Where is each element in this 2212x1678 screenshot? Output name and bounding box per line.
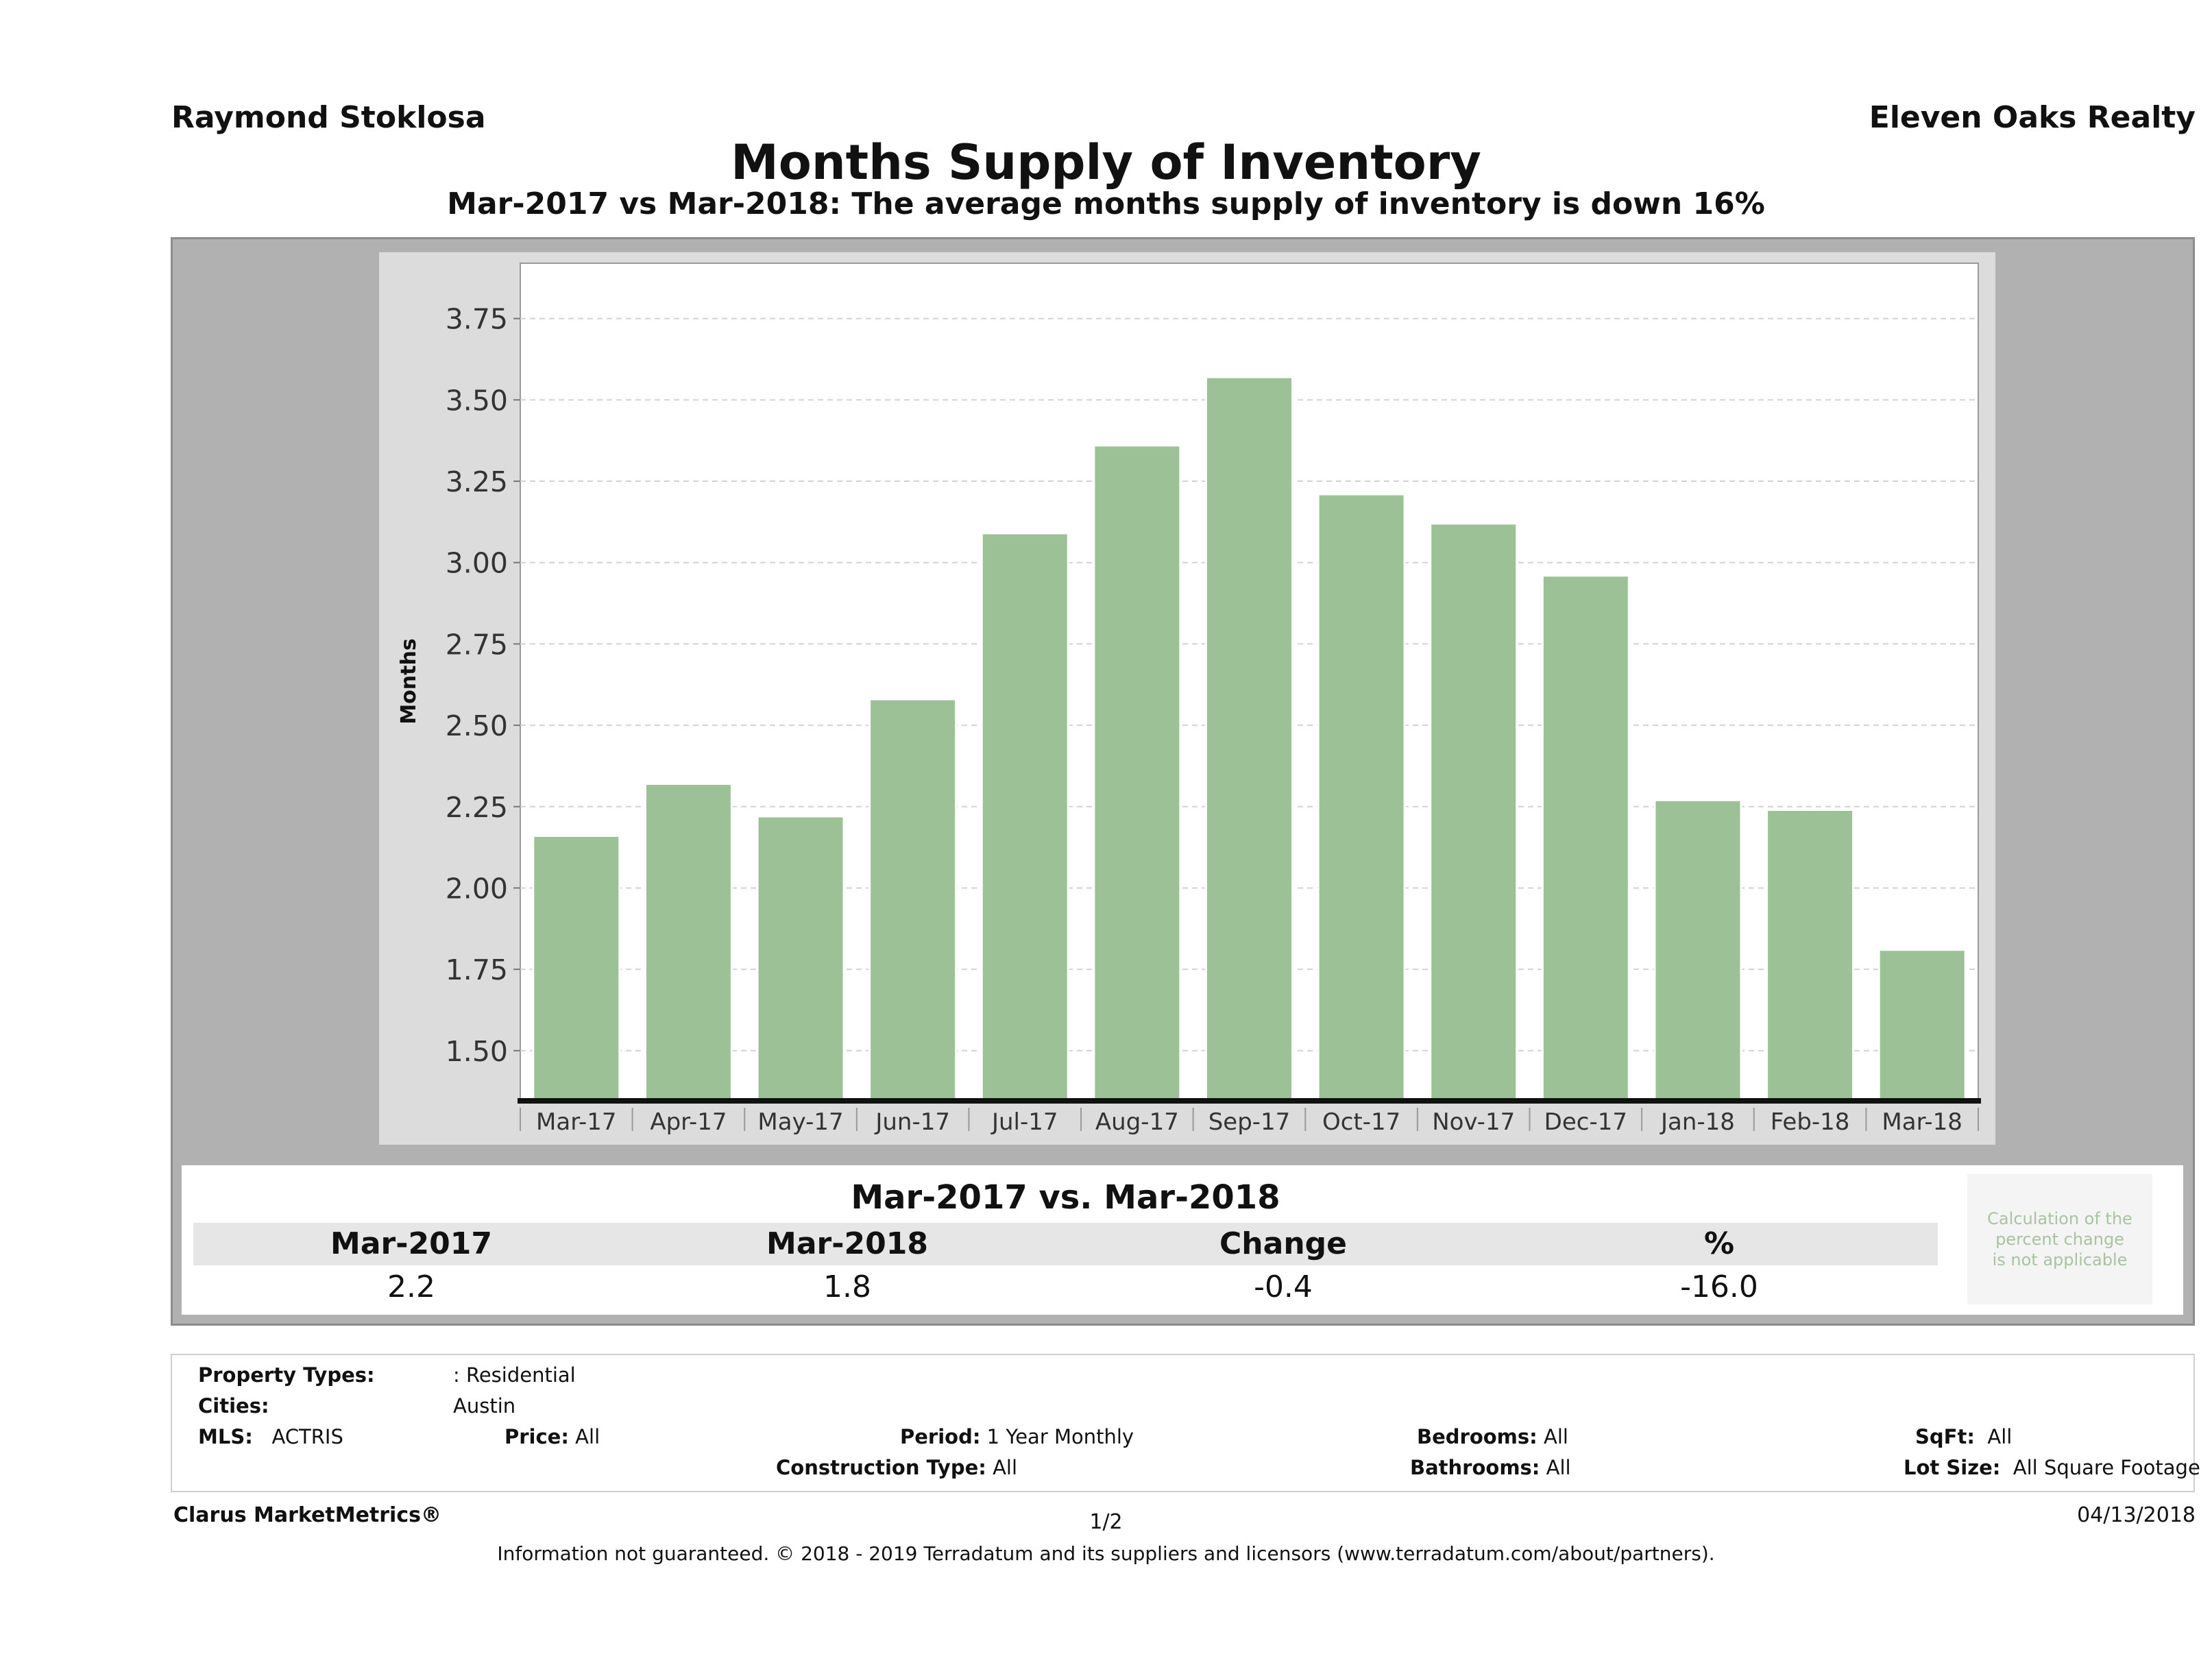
sqft-label: SqFt: (1915, 1425, 1975, 1448)
bar-sep-17 (1205, 376, 1293, 1101)
bar-jul-17 (980, 532, 1069, 1101)
bedrooms-label: Bedrooms: (1417, 1425, 1538, 1448)
filter-criteria: Property Types: : Residential Cities: Au… (171, 1354, 2200, 1492)
y-tick-label: 2.25 (446, 791, 508, 824)
chart-panel: 1.50 1.75 2.00 2.25 2.50 2.75 3.00 3.25 3.50 3.75… (379, 252, 1995, 1145)
x-tick-label: Apr-17 (650, 1108, 727, 1136)
price-value: All (575, 1425, 600, 1448)
note-line-3: is not applicable (1992, 1250, 2128, 1269)
y-tick-label: 3.25 (446, 465, 508, 498)
bar-feb-18 (1766, 809, 1855, 1101)
bar-may-17 (756, 815, 845, 1101)
comparison-header-row: Mar-2017 Mar-2018 Change % (193, 1223, 1938, 1265)
disclaimer: Information not guaranteed. © 2018 - 201… (497, 1542, 1715, 1565)
x-tick-label: Jul-17 (990, 1108, 1058, 1136)
brokerage-name: Eleven Oaks Realty (1869, 100, 2196, 135)
mls-label: MLS: (198, 1425, 253, 1448)
value-mar-2018: 1.8 (823, 1269, 871, 1304)
x-tick-label: Aug-17 (1095, 1108, 1179, 1136)
lot-size-value: All Square Footage (2013, 1456, 2200, 1479)
bar-mar-18 (1877, 949, 1967, 1101)
value-change: -0.4 (1254, 1269, 1313, 1304)
note-line-2: percent change (1995, 1230, 2124, 1249)
mls-value: ACTRIS (271, 1425, 343, 1448)
report-date: 04/13/2018 (2077, 1503, 2196, 1527)
y-tick-label: 1.75 (446, 953, 508, 986)
x-tick-label: Mar-18 (1882, 1108, 1962, 1136)
page-number: 1/2 (1089, 1510, 1123, 1534)
y-tick-label: 1.50 (446, 1035, 508, 1068)
percent-change-note: Calculation of the percent change is not… (1967, 1174, 2152, 1304)
y-tick-label: 3.50 (446, 384, 508, 417)
footer-brand: Clarus MarketMetrics® (173, 1503, 441, 1527)
note-line-1: Calculation of the (1987, 1209, 2132, 1228)
lot-size-label: Lot Size: (1904, 1456, 2001, 1479)
header-percent: % (1703, 1226, 1735, 1261)
property-types-label: Property Types: (198, 1363, 375, 1387)
y-tick-label: 3.00 (446, 547, 508, 580)
chart-title: Months Supply of Inventory (731, 134, 1481, 191)
period-label: Period: (900, 1425, 981, 1448)
agent-name: Raymond Stoklosa (171, 100, 486, 135)
construction-type-label: Construction Type: (776, 1456, 986, 1479)
bar-aug-17 (1093, 444, 1182, 1101)
price-label: Price: (505, 1425, 569, 1448)
header-change: Change (1219, 1226, 1347, 1261)
header-mar-2018: Mar-2018 (766, 1226, 928, 1261)
y-axis-label: Months (397, 638, 421, 724)
bar-apr-17 (644, 783, 733, 1101)
x-tick-label: Dec-17 (1544, 1108, 1627, 1136)
chart-subtitle: Mar-2017 vs Mar-2018: The average months… (447, 186, 1765, 221)
value-percent: -16.0 (1680, 1269, 1758, 1304)
x-tick-label: Mar-17 (536, 1108, 617, 1136)
x-tick-label: Oct-17 (1322, 1108, 1400, 1136)
bar-jan-18 (1653, 799, 1742, 1101)
bar-jun-17 (868, 698, 958, 1101)
comparison-value-row: 2.2 1.8 -0.4 -16.0 (193, 1268, 1938, 1306)
bar-nov-17 (1429, 522, 1518, 1101)
months-supply-bar-chart: 1.50 1.75 2.00 2.25 2.50 2.75 3.00 3.25 3.50 3.75… (397, 263, 1981, 1136)
bar-oct-17 (1317, 493, 1406, 1101)
comparison-title: Mar-2017 vs. Mar-2018 (193, 1174, 1938, 1221)
value-mar-2017: 2.2 (387, 1269, 435, 1304)
bathrooms-value: All (1546, 1456, 1571, 1479)
bathrooms-label: Bathrooms: (1410, 1456, 1540, 1479)
construction-type-value: All (993, 1456, 1018, 1479)
period-value: 1 Year Monthly (986, 1425, 1134, 1448)
cities-value: Austin (453, 1394, 516, 1418)
property-types-value: : Residential (453, 1363, 576, 1387)
x-tick-label: Nov-17 (1432, 1108, 1515, 1136)
header-mar-2017: Mar-2017 (330, 1226, 492, 1261)
bar-dec-17 (1541, 574, 1630, 1101)
y-tick-label: 2.00 (446, 872, 508, 905)
x-tick-label: Jan-18 (1660, 1108, 1735, 1136)
y-tick-label: 2.50 (446, 709, 508, 742)
x-tick-label: Jun-17 (874, 1108, 950, 1136)
bedrooms-value: All (1543, 1425, 1568, 1448)
y-tick-label: 2.75 (446, 628, 508, 661)
bar-mar-17 (532, 834, 621, 1101)
x-tick-label: Sep-17 (1208, 1108, 1291, 1136)
x-tick-label: May-17 (757, 1108, 843, 1136)
cities-label: Cities: (198, 1394, 269, 1418)
sqft-value: All (1987, 1425, 2013, 1448)
y-tick-label: 3.75 (446, 303, 508, 336)
x-tick-label: Feb-18 (1771, 1108, 1850, 1136)
